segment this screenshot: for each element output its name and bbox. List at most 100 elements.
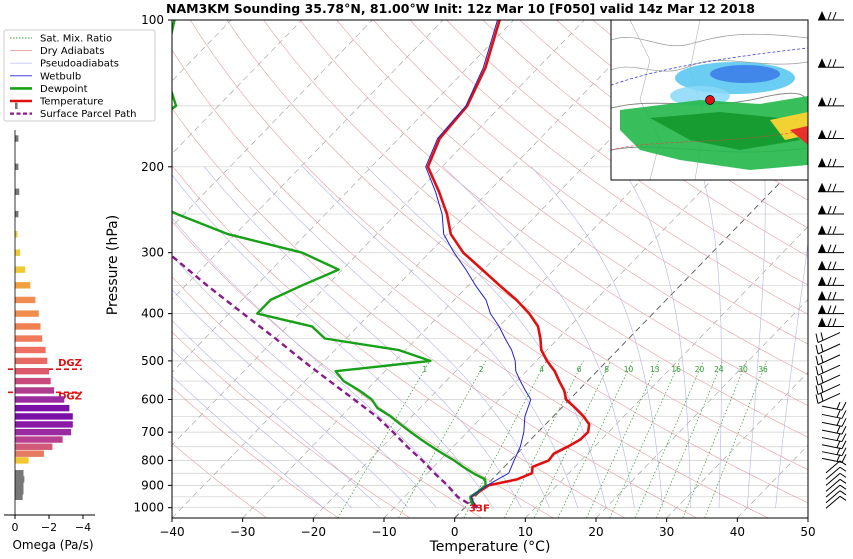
wind-barb-icon <box>818 58 844 68</box>
wind-barb-icon <box>815 384 841 395</box>
omega-bar <box>15 310 39 317</box>
dry-adiabat-line <box>299 20 808 406</box>
wind-barb-icon <box>825 466 847 480</box>
pseudoadiabat-line <box>442 166 635 508</box>
wind-barb-icon <box>825 490 847 504</box>
wind-barb-icon <box>825 495 847 509</box>
omega-bar <box>15 357 48 365</box>
dry-adiabat-line <box>409 20 808 315</box>
pseudoadiabat-line <box>621 166 692 508</box>
omega-bar <box>15 487 24 495</box>
omega-bar <box>15 450 44 457</box>
dry-adiabat-line <box>172 386 339 518</box>
omega-bar <box>15 346 46 354</box>
wind-barb-icon <box>815 354 841 366</box>
omega-bar <box>15 231 18 238</box>
wind-barb-icon <box>818 304 844 315</box>
wind-barb-icon <box>818 260 844 271</box>
wind-barb-icon <box>821 440 847 450</box>
legend-label: Sat. Mix. Ratio <box>40 34 112 45</box>
omega-tick-label: 0 <box>12 521 19 534</box>
mixing-ratio-label: 10 <box>624 365 634 374</box>
dry-adiabat-line <box>172 442 267 518</box>
wind-barb-icon <box>818 290 844 301</box>
x-axis-label: Temperature (°C) <box>429 539 551 555</box>
omega-bar <box>15 135 19 142</box>
dgz-label: DGZ <box>58 358 82 369</box>
wind-barb-icon <box>815 343 841 355</box>
pseudoadiabat-line <box>747 166 766 508</box>
mixing-ratio-line <box>586 360 660 518</box>
pseudoadiabat-line <box>366 166 607 508</box>
mixing-ratio-line <box>704 360 767 518</box>
wind-barb-icon <box>815 332 841 344</box>
pseudoadiabat-line <box>172 255 437 508</box>
wind-barb-icon <box>818 11 844 21</box>
legend-label: Dewpoint <box>40 84 88 95</box>
wind-barb-icon <box>821 447 847 457</box>
x-tick-label: 10 <box>518 525 533 539</box>
x-tick-label: −30 <box>230 525 255 539</box>
omega-bar <box>15 482 24 489</box>
x-tick-label: 50 <box>800 525 815 539</box>
isotherm-line <box>525 226 808 518</box>
x-tick-label: 40 <box>730 525 745 539</box>
omega-bar <box>15 396 65 403</box>
mixing-ratio-label: 24 <box>714 365 724 374</box>
legend-label: Dry Adiabats <box>40 46 104 57</box>
omega-panel: 0 −2 −4 Omega (Pa/s) <box>4 102 95 552</box>
pseudoadiabat-line <box>775 240 808 508</box>
legend-label: Pseudoadiabats <box>40 59 119 70</box>
chart-title: NAM3KM Sounding 35.78°N, 81.00°W Init: 1… <box>166 1 755 16</box>
series-line-wetbulb <box>425 20 532 508</box>
y-tick-label: 600 <box>141 392 164 406</box>
legend-label: Wetbulb <box>40 71 81 82</box>
pseudoadiabat-line <box>172 319 381 508</box>
omega-bar <box>15 367 49 375</box>
x-axis-ticks: −40 −30 −20 −10 0 10 20 30 40 50 <box>159 518 816 539</box>
mixing-ratio-label: 30 <box>738 365 748 374</box>
dry-adiabat-line <box>172 164 626 518</box>
wind-barb-icon <box>818 182 844 193</box>
omega-bar <box>15 413 73 420</box>
dry-adiabat-line <box>482 20 808 257</box>
wind-barb-icon <box>821 418 847 427</box>
wind-barb-icon <box>818 96 844 107</box>
wind-barb-icon <box>818 243 844 254</box>
x-tick-label: −40 <box>159 525 184 539</box>
dry-adiabat-line <box>172 276 482 518</box>
mixing-ratio-line <box>503 360 584 518</box>
y-tick-label: 900 <box>141 478 164 492</box>
pseudoadiabat-line <box>530 166 663 508</box>
pseudoadiabat-line <box>172 375 324 508</box>
omega-bar <box>15 323 41 330</box>
wind-barb-icon <box>818 225 844 235</box>
wind-barb-icon <box>815 393 841 404</box>
pseudoadiabat-line <box>172 348 352 508</box>
dry-adiabat-line <box>172 49 769 518</box>
omega-axis-label: Omega (Pa/s) <box>12 538 93 552</box>
mixing-ratio-label: 16 <box>671 365 681 374</box>
mixing-ratio-label: 2 <box>479 365 484 374</box>
radar-map-inset <box>610 19 809 181</box>
isotherm-line <box>242 20 726 518</box>
isotherm-line <box>595 299 808 518</box>
omega-bar <box>15 436 63 443</box>
omega-bar <box>15 249 21 256</box>
omega-bar <box>15 266 26 273</box>
omega-bar <box>15 428 72 436</box>
y-tick-label: 800 <box>141 453 164 467</box>
omega-bar <box>15 102 18 110</box>
omega-bar <box>15 421 73 428</box>
mixing-ratio-label: 20 <box>695 365 705 374</box>
series-line-surface-parcel-path <box>172 254 478 509</box>
x-tick-label: 20 <box>588 525 603 539</box>
isotherm-line <box>666 371 808 518</box>
mixing-ratio-label: 13 <box>650 365 660 374</box>
pseudoadiabat-line <box>172 289 409 508</box>
dry-adiabat-line <box>336 20 808 375</box>
isotherm-line <box>383 80 808 518</box>
omega-bar <box>15 188 20 195</box>
omega-bar <box>15 470 24 477</box>
